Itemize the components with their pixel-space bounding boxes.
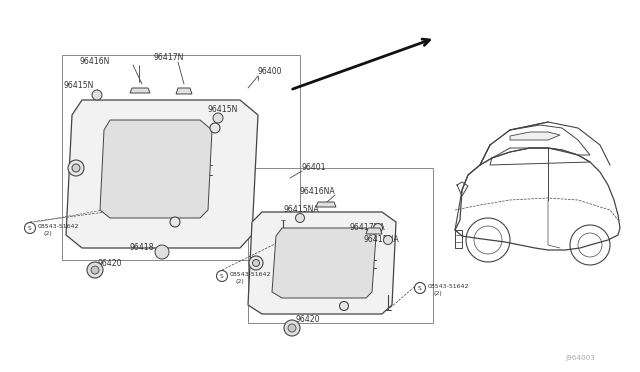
Text: 96415N: 96415N — [208, 106, 238, 115]
Text: 96415NA: 96415NA — [364, 235, 399, 244]
Text: (2): (2) — [433, 291, 442, 295]
Circle shape — [249, 256, 263, 270]
Text: 96418: 96418 — [130, 244, 155, 253]
Text: 96416NA: 96416NA — [300, 187, 335, 196]
Text: 96400: 96400 — [258, 67, 282, 77]
Text: 96401: 96401 — [302, 163, 326, 171]
Circle shape — [210, 123, 220, 133]
Text: (2): (2) — [235, 279, 244, 283]
Text: J964003: J964003 — [565, 355, 595, 361]
Circle shape — [91, 266, 99, 274]
Polygon shape — [248, 212, 396, 314]
Circle shape — [284, 320, 300, 336]
Circle shape — [72, 164, 80, 172]
Circle shape — [253, 260, 259, 266]
Bar — [62, 55, 300, 260]
Polygon shape — [66, 100, 258, 248]
Text: 08543-51642: 08543-51642 — [428, 283, 470, 289]
Polygon shape — [130, 88, 150, 93]
Text: 96420: 96420 — [295, 315, 319, 324]
Circle shape — [68, 160, 84, 176]
Circle shape — [24, 222, 35, 234]
Text: 96417NA: 96417NA — [349, 224, 385, 232]
Circle shape — [216, 270, 227, 282]
Polygon shape — [510, 132, 560, 140]
Bar — [248, 168, 433, 323]
Text: 96417N: 96417N — [153, 54, 184, 62]
Circle shape — [170, 217, 180, 227]
Circle shape — [92, 90, 102, 100]
Circle shape — [155, 245, 169, 259]
Text: 96415NA: 96415NA — [284, 205, 319, 215]
Circle shape — [213, 113, 223, 123]
Polygon shape — [100, 120, 212, 218]
Text: 08543-51642: 08543-51642 — [230, 272, 271, 276]
Text: 96416N: 96416N — [80, 58, 110, 67]
Circle shape — [87, 262, 103, 278]
Text: (2): (2) — [43, 231, 52, 235]
Text: 08543-51642: 08543-51642 — [38, 224, 79, 228]
Circle shape — [415, 282, 426, 294]
Polygon shape — [316, 202, 336, 207]
Circle shape — [296, 214, 305, 222]
Text: S: S — [418, 285, 422, 291]
Circle shape — [383, 235, 392, 244]
Circle shape — [374, 224, 383, 232]
Polygon shape — [176, 88, 192, 94]
Circle shape — [339, 301, 349, 311]
Circle shape — [288, 324, 296, 332]
Polygon shape — [366, 228, 382, 234]
Text: 96420: 96420 — [98, 259, 122, 267]
Text: S: S — [28, 225, 32, 231]
Polygon shape — [272, 228, 376, 298]
Text: 96415N: 96415N — [64, 81, 94, 90]
Text: S: S — [220, 273, 224, 279]
